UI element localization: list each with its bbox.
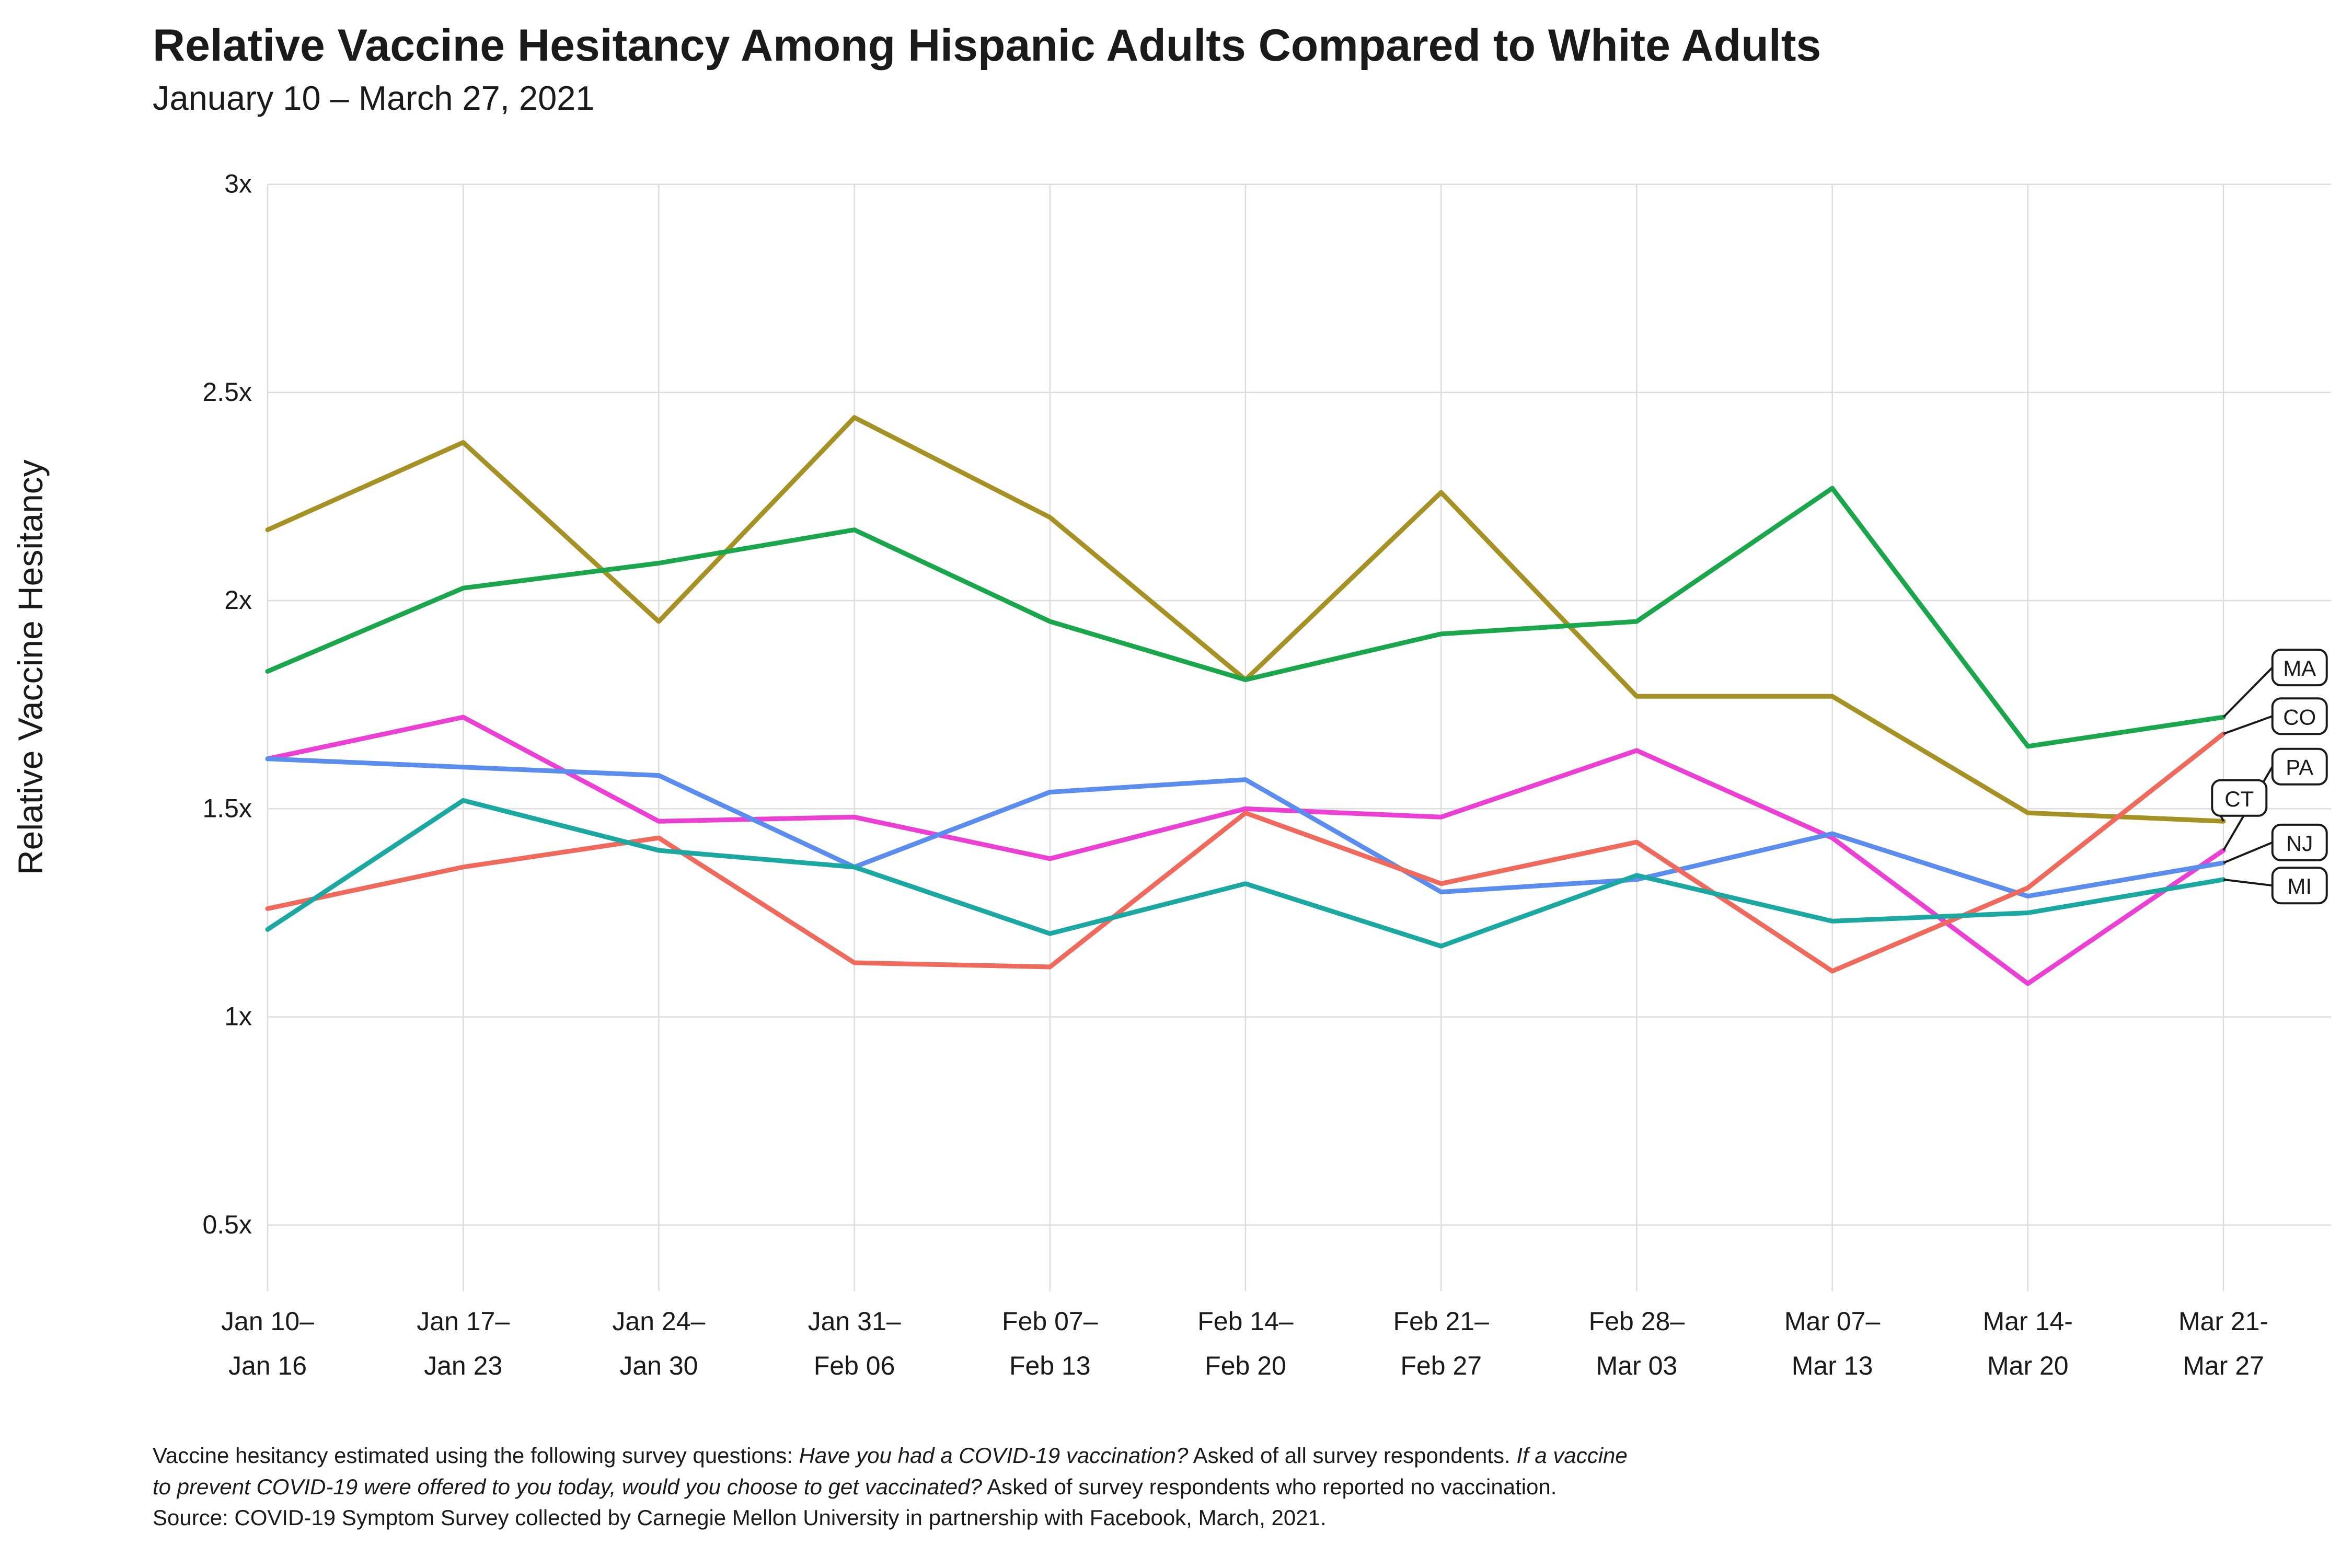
svg-text:Feb 14–: Feb 14– [1197,1307,1294,1336]
svg-text:CO: CO [2283,705,2316,729]
svg-text:Jan 17–: Jan 17– [417,1307,510,1336]
svg-text:Feb 13: Feb 13 [1009,1351,1091,1380]
svg-text:2x: 2x [224,585,252,615]
svg-text:Mar 03: Mar 03 [1596,1351,1678,1380]
svg-text:MI: MI [2287,874,2312,898]
svg-text:Feb 27: Feb 27 [1400,1351,1482,1380]
svg-text:Mar 20: Mar 20 [1987,1351,2069,1380]
svg-text:Mar 14-: Mar 14- [1983,1307,2073,1336]
svg-text:Jan 30: Jan 30 [619,1351,698,1380]
svg-text:3x: 3x [224,169,252,199]
svg-text:Mar 07–: Mar 07– [1784,1307,1881,1336]
svg-text:0.5x: 0.5x [202,1210,252,1239]
svg-text:Jan 10–: Jan 10– [221,1307,314,1336]
svg-text:CT: CT [2224,787,2254,811]
svg-text:Jan 23: Jan 23 [424,1351,502,1380]
svg-text:Feb 21–: Feb 21– [1393,1307,1489,1336]
svg-text:Mar 27: Mar 27 [2183,1351,2264,1380]
svg-text:Jan 24–: Jan 24– [612,1307,705,1336]
svg-text:Feb 28–: Feb 28– [1589,1307,1685,1336]
svg-text:Jan 31–: Jan 31– [808,1307,901,1336]
svg-text:Mar 21-: Mar 21- [2178,1307,2268,1336]
svg-text:1.5x: 1.5x [202,793,252,823]
svg-text:Jan 16: Jan 16 [228,1351,307,1380]
svg-text:Feb 06: Feb 06 [814,1351,895,1380]
svg-text:Feb 07–: Feb 07– [1002,1307,1098,1336]
svg-text:PA: PA [2286,755,2313,780]
svg-text:MA: MA [2283,656,2316,681]
svg-text:1x: 1x [224,1002,252,1031]
svg-text:NJ: NJ [2286,831,2313,856]
svg-text:2.5x: 2.5x [202,377,252,407]
svg-text:Feb 20: Feb 20 [1205,1351,1286,1380]
svg-text:Mar 13: Mar 13 [1792,1351,1873,1380]
